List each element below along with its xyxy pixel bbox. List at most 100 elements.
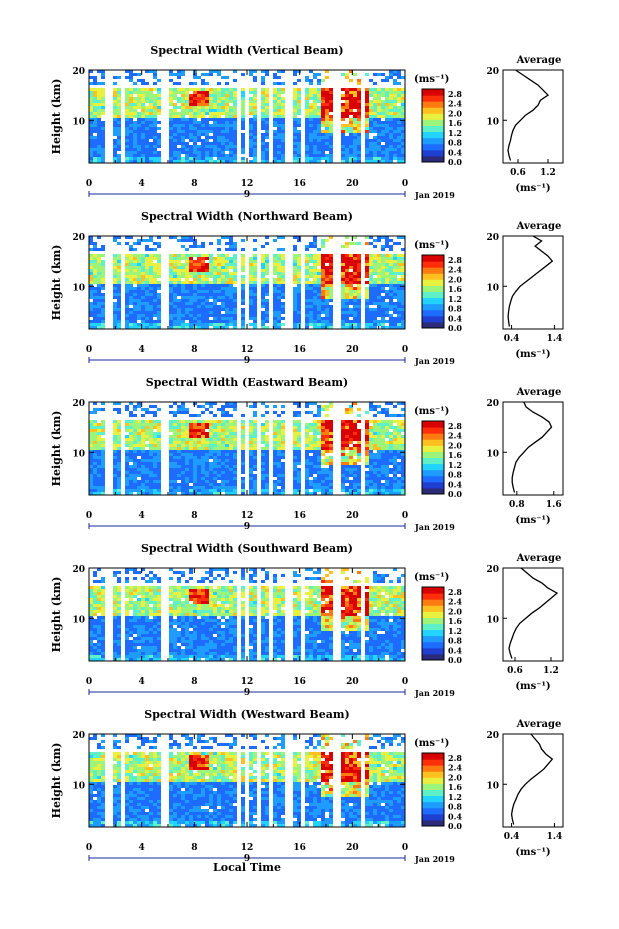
heatmap-cell [321, 435, 325, 438]
heatmap-cell [381, 305, 385, 308]
heatmap-cell [169, 314, 173, 317]
heatmap-cell [293, 275, 297, 278]
heatmap-cell [233, 260, 237, 263]
heatmap-cell [141, 148, 145, 151]
heatmap-cell [233, 281, 237, 284]
heatmap-cell [293, 420, 297, 423]
heatmap-cell [297, 112, 301, 115]
heatmap-cell [293, 305, 297, 308]
heatmap-cell [117, 438, 121, 441]
heatmap-cell [217, 133, 221, 136]
heatmap-cell [293, 293, 297, 296]
heatmap-cell [217, 118, 221, 121]
heatmap-cell [145, 477, 149, 480]
heatmap-cell [213, 124, 217, 127]
heatmap-cell [133, 275, 137, 278]
colorbar-segment [422, 297, 444, 305]
heatmap-cell [349, 483, 353, 486]
heatmap-cell [157, 109, 161, 112]
heatmap-cell [317, 456, 321, 459]
heatmap-cell [373, 103, 377, 106]
heatmap-cell [125, 151, 129, 154]
heatmap-cell [129, 106, 133, 109]
heatmap-cell [209, 420, 213, 423]
heatmap-cell [213, 465, 217, 468]
heatmap-cell [281, 426, 285, 429]
heatmap-cell [369, 296, 373, 299]
heatmap-cell [137, 420, 141, 423]
heatmap-cell [209, 411, 213, 414]
heatmap-cell [345, 109, 349, 112]
x-tick-label: 4 [139, 179, 145, 189]
heatmap-cell [217, 483, 221, 486]
heatmap-cell [325, 148, 329, 151]
heatmap-cell [225, 100, 229, 103]
heatmap-cell [89, 411, 93, 414]
heatmap-cell [365, 447, 369, 450]
heatmap-cell [293, 145, 297, 148]
heatmap-cell [393, 275, 397, 278]
heatmap-cell [113, 317, 117, 320]
heatmap-cell [149, 275, 153, 278]
heatmap-cell [197, 97, 201, 100]
heatmap-cell [89, 287, 93, 290]
heatmap-cell [117, 236, 121, 239]
heatmap-cell [189, 130, 193, 133]
heatmap-cell [249, 465, 253, 468]
heatmap-cell [89, 278, 93, 281]
colorbar-segment [422, 101, 444, 108]
heatmap-cell [389, 73, 393, 76]
heatmap-cell [309, 320, 313, 323]
heatmap-cell [93, 299, 97, 302]
heatmap-cell [281, 142, 285, 145]
heatmap-cell [253, 272, 257, 275]
heatmap-cell [397, 97, 401, 100]
heatmap-cell [357, 293, 361, 296]
heatmap-cell [249, 91, 253, 94]
heatmap-cell [345, 94, 349, 97]
heatmap-cell [181, 456, 185, 459]
heatmap-cell [169, 453, 173, 456]
heatmap-cell [389, 239, 393, 242]
heatmap-cell [341, 426, 345, 429]
heatmap-cell [185, 260, 189, 263]
heatmap-cell [101, 266, 105, 269]
heatmap-cell [345, 429, 349, 432]
heatmap-cell [401, 314, 405, 317]
heatmap-cell [89, 450, 93, 453]
heatmap-cell [353, 483, 357, 486]
heatmap-cell [101, 441, 105, 444]
heatmap-cell [309, 70, 313, 73]
heatmap-cell [325, 133, 329, 136]
heatmap-cell [389, 91, 393, 94]
heatmap-cell [129, 257, 133, 260]
heatmap-cell [385, 136, 389, 139]
heatmap-cell [225, 465, 229, 468]
heatmap-cell [189, 477, 193, 480]
heatmap-cell [325, 275, 329, 278]
heatmap-cell [321, 79, 325, 82]
heatmap-cell [153, 154, 157, 157]
heatmap-cell [309, 82, 313, 85]
heatmap-cell [89, 139, 93, 142]
heatmap-cell [205, 284, 209, 287]
heatmap-cell [241, 468, 245, 471]
heatmap-cell [117, 314, 121, 317]
heatmap-cell [397, 432, 401, 435]
heatmap-cell [177, 115, 181, 118]
heatmap-cell [129, 326, 133, 329]
heatmap-cell [225, 441, 229, 444]
heatmap-cell [265, 160, 269, 163]
heatmap-cell [233, 408, 237, 411]
heatmap-cell [345, 106, 349, 109]
heatmap-cell [141, 154, 145, 157]
heatmap-cell [221, 100, 225, 103]
heatmap-cell [321, 121, 325, 124]
heatmap-cell [137, 91, 141, 94]
heatmap-cell [381, 483, 385, 486]
heatmap-cell [141, 480, 145, 483]
heatmap-cell [133, 435, 137, 438]
heatmap-cell [385, 281, 389, 284]
heatmap-cell [325, 408, 329, 411]
heatmap-cell [373, 281, 377, 284]
